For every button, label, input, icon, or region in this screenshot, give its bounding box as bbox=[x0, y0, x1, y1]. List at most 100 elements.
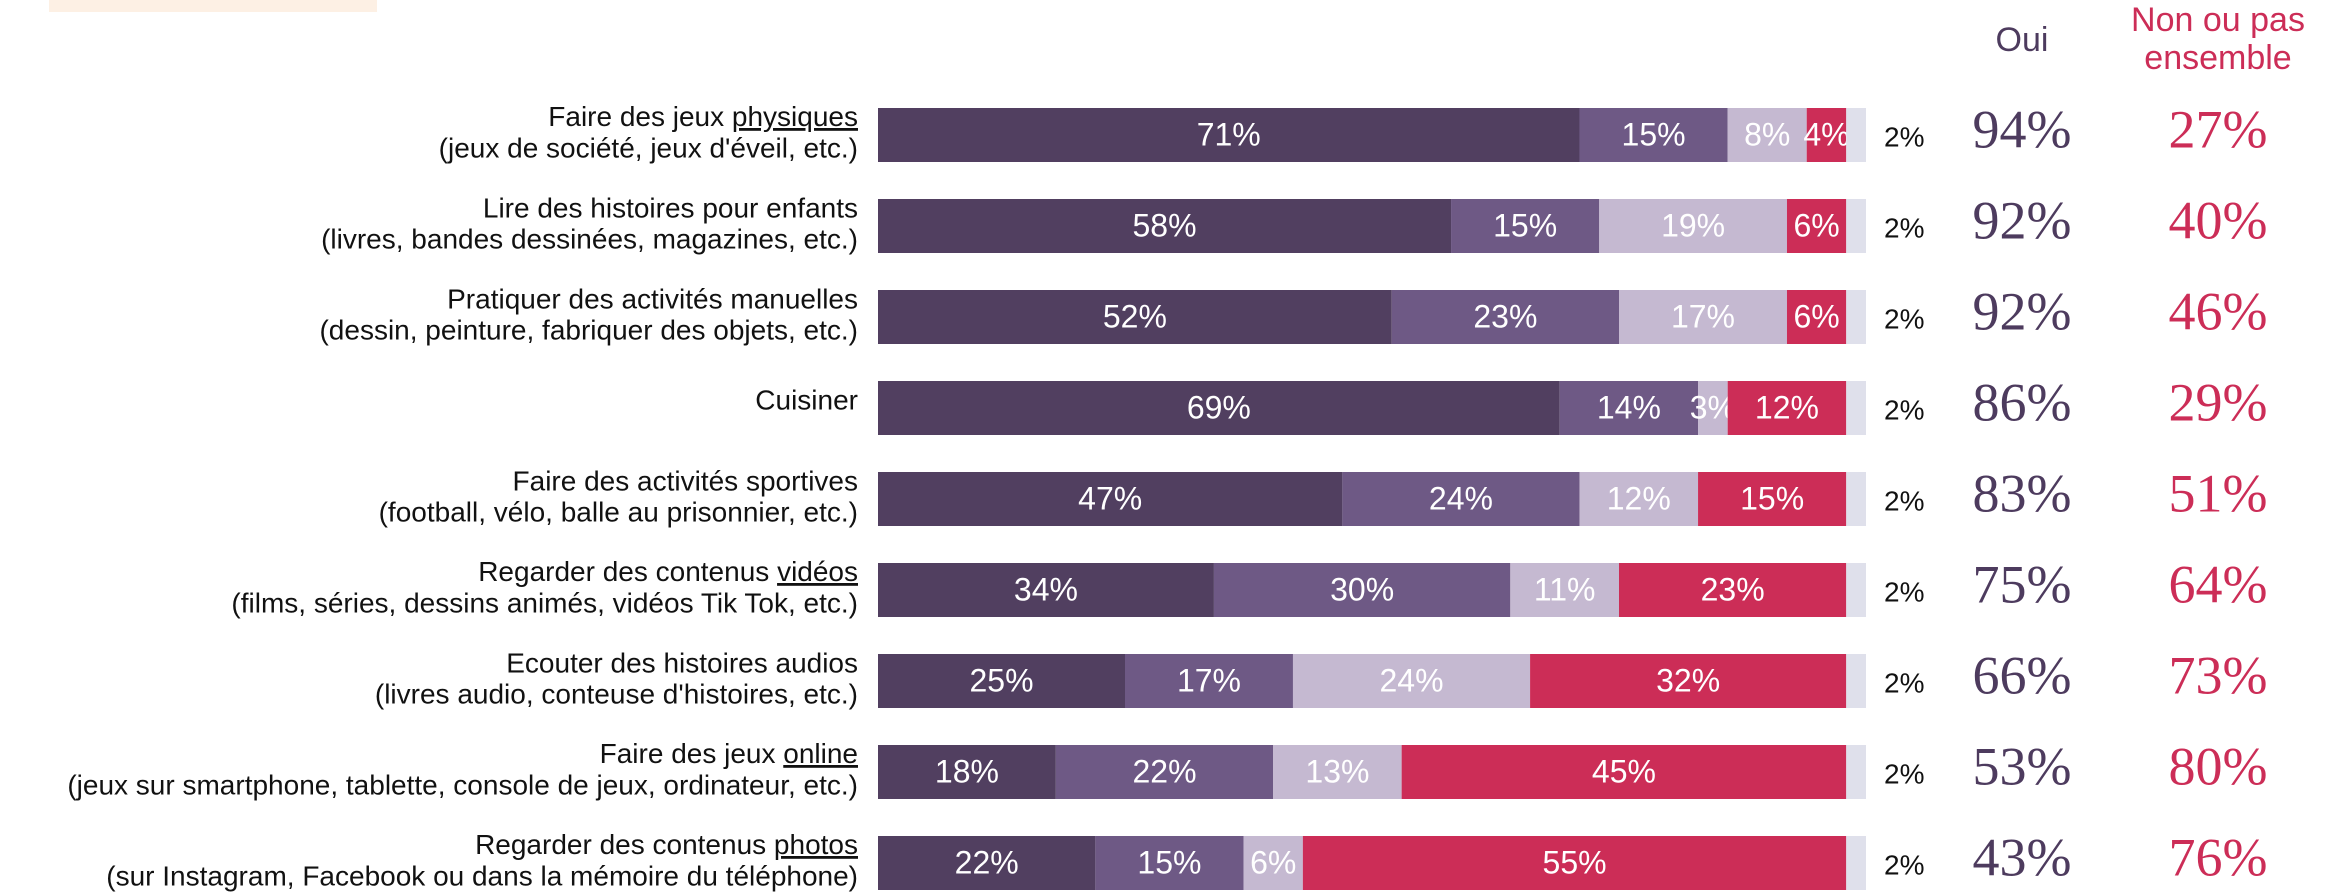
segment-label: 4% bbox=[1803, 116, 1849, 152]
segment-label: 6% bbox=[1793, 207, 1839, 243]
column-value: 76% bbox=[2169, 827, 2268, 887]
segment-label: 19% bbox=[1661, 207, 1725, 243]
column-value: 66% bbox=[1973, 645, 2072, 705]
segment-label: 30% bbox=[1330, 571, 1394, 607]
segment-label: 14% bbox=[1597, 389, 1661, 425]
category-subtitle: (livres, bandes dessinées, magazines, et… bbox=[321, 223, 858, 254]
segment-label: 13% bbox=[1305, 753, 1369, 789]
bar-segment bbox=[1292, 654, 1531, 708]
category-subtitle: (jeux de société, jeux d'éveil, etc.) bbox=[439, 132, 858, 163]
bar-segment bbox=[1095, 836, 1244, 890]
bar-segment bbox=[1786, 290, 1847, 344]
segment-label: 58% bbox=[1132, 207, 1196, 243]
bar-segment bbox=[1698, 472, 1847, 526]
category-label: Faire des activités sportives bbox=[513, 465, 858, 496]
bar-segment bbox=[1846, 108, 1866, 162]
segment-label: 34% bbox=[1014, 571, 1078, 607]
bar-segment bbox=[878, 563, 1214, 617]
bar-segment bbox=[1302, 836, 1847, 890]
column-header: Oui bbox=[1996, 21, 2049, 59]
segment-label: 24% bbox=[1429, 480, 1493, 516]
column-value: 46% bbox=[2169, 281, 2268, 341]
bar-segment bbox=[878, 199, 1452, 253]
bar-segment bbox=[1619, 563, 1847, 617]
bar-segment bbox=[1401, 745, 1847, 799]
column-value: 51% bbox=[2169, 463, 2268, 523]
bar-segment bbox=[1846, 563, 1866, 617]
category-subtitle: (football, vélo, balle au prisonnier, et… bbox=[379, 496, 858, 527]
column-header: Non ou pas bbox=[2131, 1, 2305, 39]
bar-segment bbox=[1786, 199, 1847, 253]
segment-label: 6% bbox=[1793, 298, 1839, 334]
segment-label: 22% bbox=[955, 844, 1019, 880]
segment-label: 71% bbox=[1197, 116, 1261, 152]
segment-label: 55% bbox=[1543, 844, 1607, 880]
bar-segment bbox=[878, 836, 1096, 890]
category-label: Lire des histoires pour enfants bbox=[483, 192, 858, 223]
column-value: 40% bbox=[2169, 190, 2268, 250]
bar-segment bbox=[1846, 654, 1866, 708]
column-header: ensemble bbox=[2144, 39, 2291, 77]
column-value: 73% bbox=[2169, 645, 2268, 705]
bar-segment bbox=[1599, 199, 1787, 253]
segment-label: 11% bbox=[1534, 571, 1596, 607]
column-value: 94% bbox=[1973, 99, 2072, 159]
bar-segment bbox=[1391, 290, 1619, 344]
column-value: 80% bbox=[2169, 736, 2268, 796]
segment-label: 25% bbox=[969, 662, 1033, 698]
bar-segment bbox=[1243, 836, 1303, 890]
segment-label: 2% bbox=[1884, 576, 1924, 607]
category-subtitle: (livres audio, conteuse d'histoires, etc… bbox=[375, 678, 858, 709]
category-subtitle: (dessin, peinture, fabriquer des objets,… bbox=[319, 314, 858, 345]
segment-label: 15% bbox=[1740, 480, 1804, 516]
bar-segment bbox=[1055, 745, 1274, 799]
segment-label: 24% bbox=[1379, 662, 1443, 698]
segment-label: 2% bbox=[1884, 394, 1924, 425]
column-value: 92% bbox=[1973, 190, 2072, 250]
column-value: 53% bbox=[1973, 736, 2072, 796]
segment-label: 2% bbox=[1884, 758, 1924, 789]
segment-label: 12% bbox=[1755, 389, 1819, 425]
segment-label: 15% bbox=[1622, 116, 1686, 152]
column-value: 43% bbox=[1973, 827, 2072, 887]
segment-label: 18% bbox=[935, 753, 999, 789]
underlined-word: online bbox=[783, 738, 858, 769]
category-subtitle: (sur Instagram, Facebook ou dans la mémo… bbox=[106, 860, 858, 891]
bar-segment bbox=[1846, 472, 1866, 526]
segment-label: 2% bbox=[1884, 849, 1924, 880]
category-subtitle: (films, séries, dessins animés, vidéos T… bbox=[231, 587, 858, 618]
column-value: 64% bbox=[2169, 554, 2268, 614]
segment-label: 17% bbox=[1671, 298, 1735, 334]
segment-label: 23% bbox=[1701, 571, 1765, 607]
bar-segment bbox=[1727, 108, 1807, 162]
bar-segment bbox=[878, 472, 1343, 526]
segment-label: 2% bbox=[1884, 485, 1924, 516]
column-value: 29% bbox=[2169, 372, 2268, 432]
underlined-word: vidéos bbox=[777, 556, 858, 587]
segment-label: 45% bbox=[1592, 753, 1656, 789]
bar-segment bbox=[1125, 654, 1293, 708]
bar-segment bbox=[1846, 381, 1866, 435]
segment-label: 8% bbox=[1744, 116, 1790, 152]
segment-label: 2% bbox=[1884, 667, 1924, 698]
category-subtitle: (jeux sur smartphone, tablette, console … bbox=[67, 769, 858, 800]
underlined-word: photos bbox=[774, 829, 858, 860]
segment-label: 2% bbox=[1884, 121, 1924, 152]
bar-segment bbox=[1213, 563, 1511, 617]
category-label: Pratiquer des activités manuelles bbox=[447, 283, 858, 314]
bar-segment bbox=[878, 381, 1560, 435]
bar-segment bbox=[1530, 654, 1847, 708]
column-value: 27% bbox=[2169, 99, 2268, 159]
category-label: Regarder des contenus vidéos bbox=[478, 556, 858, 587]
segment-label: 2% bbox=[1884, 212, 1924, 243]
bar-segment bbox=[1727, 381, 1847, 435]
category-label: Cuisiner bbox=[755, 384, 858, 415]
segment-label: 17% bbox=[1177, 662, 1241, 698]
bar-segment bbox=[1846, 836, 1866, 890]
bar-segment bbox=[1698, 381, 1728, 435]
segment-label: 15% bbox=[1493, 207, 1557, 243]
segment-label: 22% bbox=[1132, 753, 1196, 789]
category-label: Regarder des contenus photos bbox=[475, 829, 858, 860]
bar-segment bbox=[1619, 290, 1787, 344]
